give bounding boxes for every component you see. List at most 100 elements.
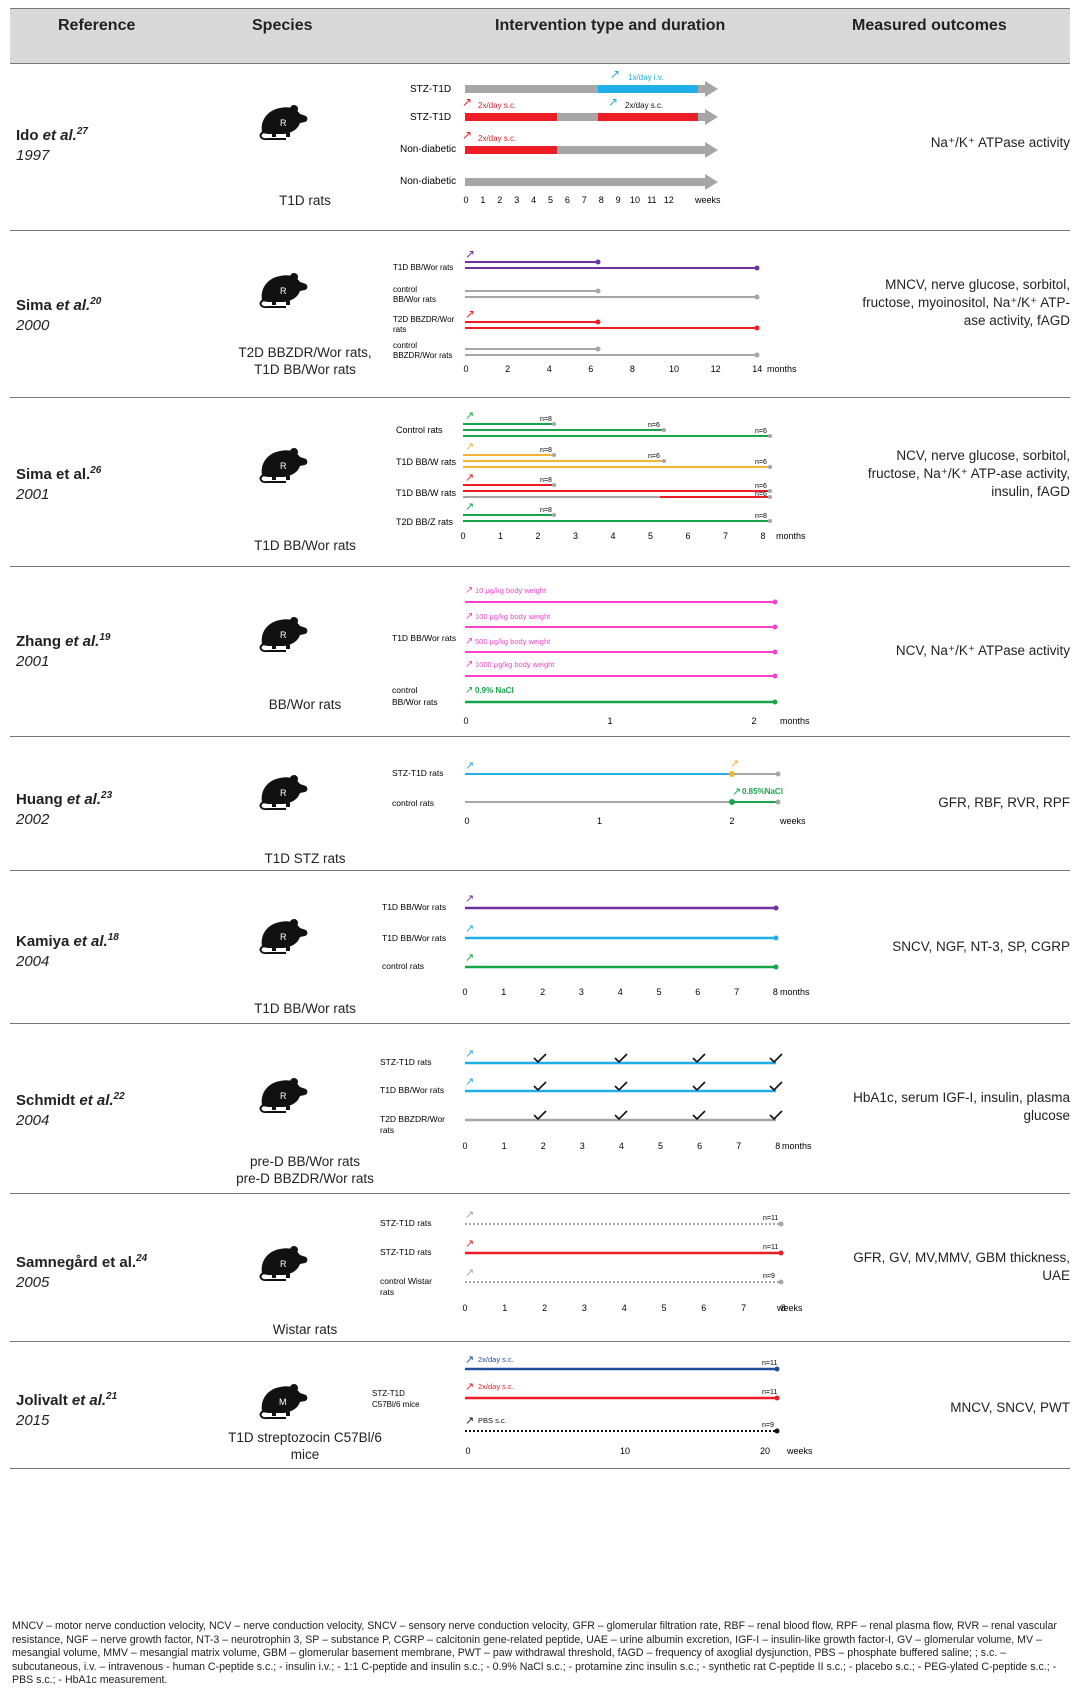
axis-tick-label: 10 (669, 364, 679, 374)
species-cell: T1D rats (210, 192, 400, 209)
end-marker (773, 964, 779, 970)
dose-note: 1x/day i.v. (628, 73, 663, 82)
intervention-timeline: T1D BB/Wor rats ↗ T1D BB/Wor rats ↗ cont… (382, 893, 810, 997)
syringe-icon: ↗ (465, 760, 474, 772)
end-marker (768, 519, 772, 523)
axis-tick-label: 4 (622, 1303, 627, 1313)
end-marker (552, 513, 556, 517)
svg-text:R: R (280, 118, 287, 128)
track-label: BB/Wor rats (393, 295, 436, 304)
end-marker (552, 422, 556, 426)
year: 2001 (16, 653, 50, 670)
outcomes-cell: SNCV, NGF, NT-3, SP, CGRP (892, 939, 1070, 954)
species-cell: pre-D BB/Wor rats pre-D BBZDR/Wor rats (210, 1153, 400, 1187)
study-row-sima-2000: Sima et al.20 2000 R T2D BBZDR/Wor rats,… (10, 230, 1070, 398)
species-cell: T1D STZ rats (210, 850, 400, 867)
author: Samnegård (16, 1254, 98, 1271)
axis-tick-label: 0 (463, 364, 468, 374)
mouse-icon: M (259, 1383, 309, 1420)
axis-tick-label: 9 (616, 195, 621, 205)
axis-tick-label: 5 (658, 1141, 663, 1151)
header-intervention: Intervention type and duration (495, 17, 726, 34)
track-label: T1D BB/W rats (396, 457, 457, 467)
species-line: T1D rats (279, 193, 331, 208)
syringe-icon: ↗ (465, 472, 474, 484)
dose-note: 0.9% NaCl (475, 686, 514, 695)
outcomes-cell: NCV, Na⁺/K⁺ ATPase activity (895, 643, 1070, 658)
track-label: T2D BB/Z rats (396, 517, 454, 527)
axis-tick-label: 3 (579, 987, 584, 997)
n-label: n=6 (755, 428, 767, 435)
intervention-timeline: STZ-T1D 1x/day i.v. ↗ STZ-T1D 2x/day s.c… (400, 67, 721, 205)
year: 1997 (16, 147, 50, 164)
axis-tick-label: 2 (751, 716, 756, 726)
syringe-icon: ↗ (462, 95, 472, 109)
author: Schmidt (16, 1092, 76, 1109)
footnote: MNCV – motor nerve conduction velocity, … (12, 1620, 1057, 1687)
track-label: STZ-T1D (410, 84, 451, 95)
dose-note: 1000 μg/kg body weight (475, 660, 555, 669)
n-label: n=8 (755, 513, 767, 520)
axis-tick-label: 0 (462, 1303, 467, 1313)
n-label: n=8 (540, 447, 552, 454)
end-marker (662, 459, 666, 463)
axis-tick-label: 6 (685, 531, 690, 541)
end-marker (774, 1366, 780, 1372)
axis-tick-label: 7 (741, 1303, 746, 1313)
dose-note: 2x/day s.c. (478, 1355, 514, 1364)
end-marker (729, 771, 735, 777)
svg-text:R: R (280, 788, 287, 798)
species-cell: T2D BBZDR/Wor rats, T1D BB/Wor rats (210, 344, 400, 378)
axis-tick-label: 3 (582, 1303, 587, 1313)
outcomes-cell: MNCV, nerve glucose, sorbitol, fructose,… (862, 277, 1070, 328)
check-icon (533, 1110, 547, 1121)
year: 2004 (16, 1112, 50, 1129)
dose-note: 10 μg/kg body weight (475, 586, 547, 595)
axis-tick-label: 7 (734, 987, 739, 997)
track-label: control (392, 685, 418, 695)
axis-unit-label: months (780, 716, 810, 726)
author: Huang (16, 791, 63, 808)
axis-tick-label: 5 (548, 195, 553, 205)
intervention-timeline: STZ-T1D rats ↗ n=11 STZ-T1D rats ↗ n=11 … (380, 1209, 803, 1313)
outcomes-cell: MNCV, SNCV, PWT (950, 1400, 1070, 1415)
ref-number: 22 (113, 1091, 125, 1102)
arrow-head (705, 109, 718, 125)
rat-icon: R (259, 272, 309, 309)
end-marker (662, 428, 666, 432)
axis-tick-label: 20 (760, 1446, 770, 1456)
study-row-schmidt-2004: Schmidt et al.22 2004 R pre-D BB/Wor rat… (10, 1023, 1070, 1194)
et-al: et al. (97, 1254, 137, 1271)
check-icon (533, 1053, 547, 1064)
reference-cell: Ido et al.27 1997 (16, 122, 88, 166)
syringe-icon: ↗ (465, 1209, 474, 1221)
n-label: n=6 (755, 491, 767, 498)
n-label: n=6 (755, 459, 767, 466)
end-marker (778, 1221, 784, 1227)
track-label: Non-diabetic (400, 144, 456, 155)
et-al: et al. (75, 1092, 114, 1109)
syringe-icon: ↗ (465, 1354, 474, 1366)
species-cell: Wistar rats (210, 1321, 400, 1338)
syringe-icon: ↗ (465, 441, 474, 453)
dose-note: 0.85%NaCl (742, 787, 783, 796)
axis-unit-label: weeks (786, 1446, 813, 1456)
rat-icon: R (259, 616, 309, 653)
track-label: T2D BBZDR/Wor (380, 1114, 445, 1124)
axis-tick-label: 10 (630, 195, 640, 205)
axis-tick-label: 6 (565, 195, 570, 205)
svg-text:R: R (280, 932, 287, 942)
track-label: T1D BB/Wor rats (382, 902, 446, 912)
arrow-head (705, 142, 718, 158)
reference-cell: Kamiya et al.18 2004 (16, 928, 119, 972)
reference-cell: Zhang et al.19 2001 (16, 628, 110, 672)
axis-tick-label: 7 (736, 1141, 741, 1151)
end-marker (754, 352, 760, 358)
axis-tick-label: 4 (531, 195, 536, 205)
axis-tick-label: 0 (464, 816, 469, 826)
reference-cell: Jolivalt et al.21 2015 (16, 1387, 117, 1431)
study-row-ido-1997: Ido et al.27 1997 R T1D rats STZ-T1D 1x/… (10, 62, 1070, 231)
intervention-timeline: Control rats n=8 n=6 n=6 ↗ T1D BB/W rats… (396, 410, 806, 541)
axis-tick-label: 8 (773, 987, 778, 997)
axis-tick-label: 5 (661, 1303, 666, 1313)
